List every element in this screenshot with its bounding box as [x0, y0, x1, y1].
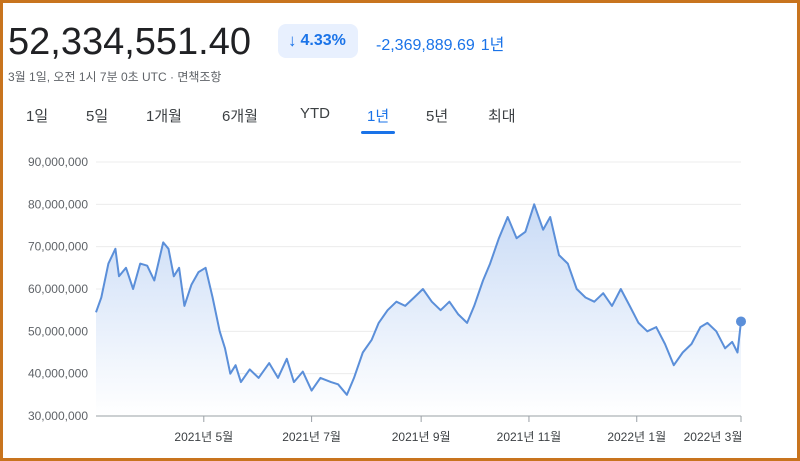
change-absolute-value: -2,369,889.69	[376, 37, 475, 54]
x-tick-label: 2021년 9월	[392, 430, 451, 444]
y-tick-label: 60,000,000	[28, 282, 88, 296]
current-price: 52,334,551.40	[8, 21, 252, 63]
y-tick-label: 90,000,000	[28, 155, 88, 169]
change-absolute: -2,369,889.69 1년	[376, 31, 504, 55]
y-tick-label: 30,000,000	[28, 409, 88, 423]
price-area	[96, 204, 741, 416]
tab-6m[interactable]: 6개월	[222, 108, 258, 125]
down-arrow-icon: ↓	[288, 31, 297, 50]
last-point-marker[interactable]	[736, 316, 746, 327]
timestamp-disclaimer: 3월 1일, 오전 1시 7분 0초 UTC · 면책조항	[8, 70, 222, 84]
x-tick-label: 2022년 1월	[607, 430, 666, 444]
tab-1m[interactable]: 1개월	[146, 108, 182, 125]
y-tick-label: 50,000,000	[28, 324, 88, 338]
change-period: 1년	[480, 37, 505, 54]
tab-5d[interactable]: 5일	[86, 108, 109, 125]
tab-1d[interactable]: 1일	[26, 108, 49, 125]
price-line	[95, 203, 742, 396]
change-percent: 4.33%	[300, 32, 346, 49]
change-percent-badge: ↓ 4.33%	[278, 24, 358, 58]
x-tick-label: 2021년 11월	[497, 430, 562, 444]
x-tick-label: 2021년 5월	[174, 430, 233, 444]
y-axis: 30,000,000 40,000,000 50,000,000 60,000,000…	[28, 155, 88, 423]
x-tick-label: 2022년 3월	[684, 430, 743, 444]
tab-ytd[interactable]: YTD	[300, 105, 330, 122]
y-tick-label: 70,000,000	[28, 240, 88, 254]
x-tick-label: 2021년 7월	[282, 430, 341, 444]
y-tick-label: 80,000,000	[28, 197, 88, 211]
tab-1y[interactable]: 1년	[360, 105, 396, 134]
y-tick-label: 40,000,000	[28, 367, 88, 381]
tab-max[interactable]: 최대	[488, 108, 516, 125]
tab-5y[interactable]: 5년	[426, 108, 449, 125]
price-chart[interactable]: 30,000,000 40,000,000 50,000,000 60,000,000…	[0, 140, 800, 461]
x-axis: 2021년 5월 2021년 7월 2021년 9월 2021년 11월 2022년 1…	[174, 416, 742, 444]
